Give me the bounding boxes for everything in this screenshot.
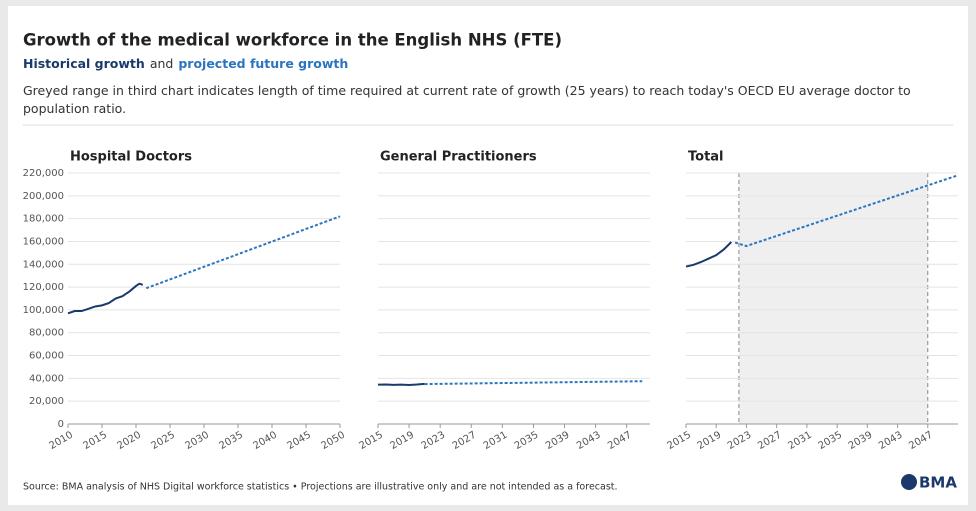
series-line <box>424 380 643 386</box>
range-band <box>738 173 928 424</box>
x-tick-label: 2019 <box>696 430 724 452</box>
x-tick-label: 2015 <box>357 430 385 452</box>
x-tick-label: 2030 <box>183 430 211 452</box>
x-tick-label: 2043 <box>877 430 905 452</box>
y-tick-label: 140,000 <box>23 259 64 270</box>
series-line <box>685 241 733 268</box>
panel-title: Total <box>688 150 724 165</box>
subtitle-joiner: and <box>150 56 174 71</box>
x-tick-label: 2040 <box>251 430 279 452</box>
y-tick-label: 200,000 <box>23 191 64 202</box>
x-tick-label: 2020 <box>115 430 143 452</box>
x-tick-label: 2039 <box>847 430 875 452</box>
y-tick-label: 160,000 <box>23 236 64 247</box>
x-tick-label: 2039 <box>544 430 572 452</box>
y-tick-label: 100,000 <box>23 305 64 316</box>
series-line <box>145 215 341 290</box>
note-box: Greyed range in third chart indicates le… <box>23 83 911 116</box>
x-tick-label: 2050 <box>319 430 347 452</box>
logo: BMA <box>919 474 957 492</box>
y-tick-label: 120,000 <box>23 282 64 293</box>
subtitle-historical: Historical growth <box>23 56 145 71</box>
y-tick-label: 20,000 <box>29 396 64 407</box>
x-tick-label: 2023 <box>420 430 448 452</box>
card: Growth of the medical workforce in the E… <box>8 6 968 505</box>
x-tick-label: 2035 <box>513 430 541 452</box>
chart: Growth of the medical workforce in the E… <box>23 31 959 493</box>
x-tick-label: 2047 <box>606 430 634 452</box>
y-tick-label: 60,000 <box>29 351 64 362</box>
x-tick-label: 2015 <box>665 430 693 452</box>
x-tick-label: 2031 <box>482 430 510 452</box>
y-tick-label: 80,000 <box>29 328 64 339</box>
y-tick-label: 0 <box>58 419 64 430</box>
x-tick-label: 2035 <box>217 430 245 452</box>
subtitle-projected: projected future growth <box>178 56 348 71</box>
x-tick-label: 2047 <box>907 430 935 452</box>
x-tick-label: 2015 <box>81 430 109 452</box>
logo-icon <box>901 474 917 490</box>
x-tick-label: 2035 <box>817 430 845 452</box>
x-tick-label: 2027 <box>451 430 479 452</box>
series-line <box>67 282 144 315</box>
x-tick-label: 2019 <box>389 430 417 452</box>
x-tick-label: 2031 <box>786 430 814 452</box>
note: Greyed range in third chart indicates le… <box>23 83 911 116</box>
x-tick-label: 2027 <box>756 430 784 452</box>
title: Growth of the medical workforce in the E… <box>23 31 562 50</box>
subtitle: Historical growth and projected future gro… <box>23 56 348 71</box>
x-tick-label: 2023 <box>726 430 754 452</box>
y-tick-label: 180,000 <box>23 214 64 225</box>
series-line <box>734 174 959 248</box>
source: Source: BMA analysis of NHS Digital work… <box>23 482 618 493</box>
panel-title: Hospital Doctors <box>70 150 192 165</box>
x-tick-label: 2025 <box>149 430 177 452</box>
series-line <box>377 382 425 386</box>
x-tick-label: 2043 <box>575 430 603 452</box>
panel-title: General Practitioners <box>380 150 537 165</box>
x-tick-label: 2045 <box>285 430 313 452</box>
x-tick-label: 2010 <box>47 430 75 452</box>
y-tick-label: 220,000 <box>23 168 64 179</box>
y-tick-label: 40,000 <box>29 373 64 384</box>
